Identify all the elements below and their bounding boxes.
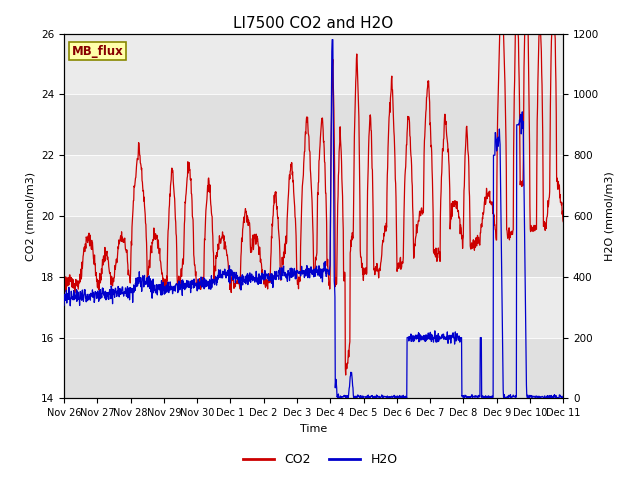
Bar <box>64 277 563 337</box>
Title: LI7500 CO2 and H2O: LI7500 CO2 and H2O <box>234 16 394 31</box>
Text: MB_flux: MB_flux <box>72 45 124 58</box>
Y-axis label: CO2 (mmol/m3): CO2 (mmol/m3) <box>26 171 35 261</box>
Legend: CO2, H2O: CO2, H2O <box>237 448 403 471</box>
X-axis label: Time: Time <box>300 424 327 433</box>
Bar <box>64 34 563 95</box>
Y-axis label: H2O (mmol/m3): H2O (mmol/m3) <box>605 171 615 261</box>
Bar <box>64 155 563 216</box>
